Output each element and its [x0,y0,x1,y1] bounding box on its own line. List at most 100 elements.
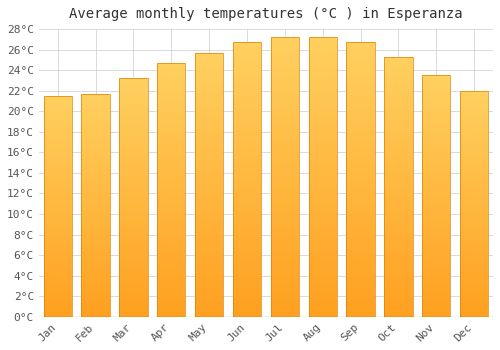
Bar [308,158,337,160]
Bar [422,75,450,78]
Bar [460,285,488,287]
Bar [422,228,450,230]
Bar [346,234,375,237]
Bar [195,224,224,227]
Bar [233,259,261,262]
Bar [233,84,261,86]
Bar [195,172,224,174]
Bar [384,119,412,122]
Bar [384,210,412,213]
Bar [270,107,299,110]
Bar [82,239,110,241]
Bar [44,231,72,233]
Bar [460,111,488,113]
Bar [270,144,299,146]
Bar [308,113,337,116]
Bar [422,285,450,288]
Bar [422,302,450,305]
Bar [460,91,488,317]
Bar [308,174,337,177]
Bar [308,104,337,107]
Bar [460,140,488,143]
Bar [44,142,72,145]
Bar [157,81,186,83]
Bar [82,225,110,228]
Bar [82,270,110,272]
Bar [270,252,299,255]
Bar [308,199,337,202]
Bar [195,282,224,285]
Bar [422,83,450,85]
Bar [270,40,299,43]
Bar [270,292,299,294]
Bar [119,148,148,150]
Bar [44,226,72,229]
Bar [308,280,337,283]
Bar [460,177,488,179]
Bar [195,156,224,158]
Bar [308,96,337,99]
Bar [422,244,450,247]
Bar [44,116,72,118]
Bar [82,252,110,254]
Bar [270,68,299,71]
Bar [157,63,186,65]
Bar [346,81,375,84]
Bar [44,131,72,133]
Bar [384,135,412,138]
Bar [270,152,299,155]
Bar [346,122,375,125]
Bar [270,174,299,177]
Bar [119,112,148,114]
Bar [195,129,224,132]
Bar [233,314,261,317]
Bar [157,286,186,289]
Bar [195,69,224,71]
Bar [422,150,450,153]
Bar [460,102,488,104]
Bar [270,180,299,183]
Bar [346,86,375,89]
Bar [346,152,375,155]
Bar [384,150,412,153]
Bar [195,253,224,256]
Bar [82,292,110,294]
Bar [346,289,375,292]
Bar [157,213,186,215]
Bar [346,188,375,191]
Bar [346,125,375,127]
Bar [195,267,224,269]
Bar [422,182,450,184]
Bar [422,247,450,249]
Bar [119,245,148,248]
Bar [82,198,110,201]
Bar [195,201,224,203]
Bar [233,163,261,166]
Bar [44,275,72,277]
Bar [308,127,337,130]
Bar [308,57,337,60]
Bar [233,59,261,62]
Bar [119,78,148,317]
Bar [384,220,412,223]
Bar [346,67,375,70]
Bar [270,96,299,99]
Bar [384,260,412,262]
Bar [270,186,299,188]
Bar [422,80,450,83]
Bar [119,248,148,250]
Bar [82,216,110,219]
Bar [82,136,110,138]
Bar [119,183,148,186]
Bar [308,135,337,138]
Bar [195,235,224,238]
Bar [233,262,261,265]
Bar [157,83,186,86]
Bar [270,104,299,107]
Bar [82,208,110,210]
Bar [195,251,224,253]
Bar [308,188,337,191]
Bar [308,208,337,211]
Bar [82,127,110,130]
Bar [308,264,337,266]
